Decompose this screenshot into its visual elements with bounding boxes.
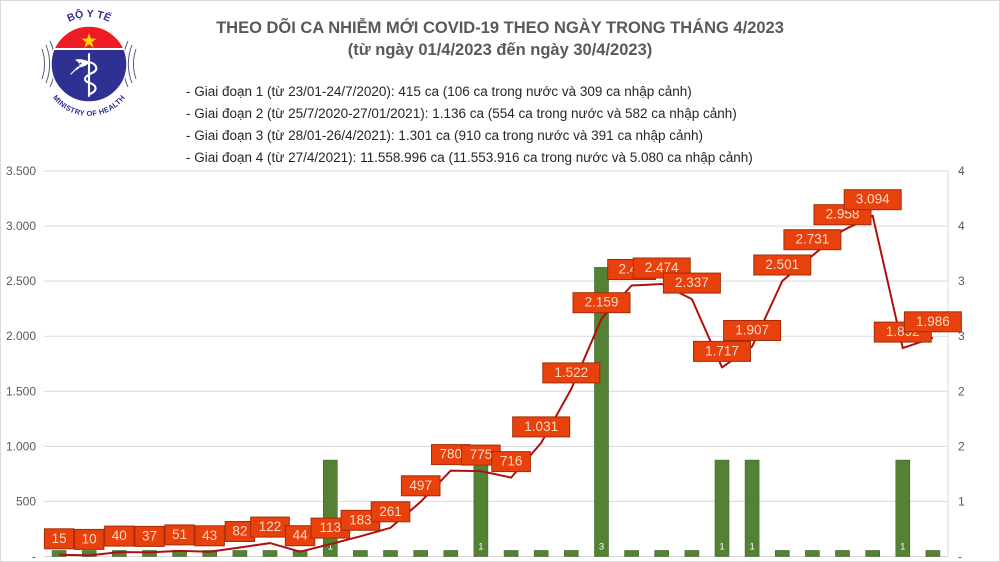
svg-text:1.031: 1.031: [524, 419, 558, 434]
svg-text:15: 15: [52, 531, 67, 546]
svg-text:-: -: [781, 542, 784, 553]
svg-text:1: 1: [900, 542, 905, 553]
svg-text:775: 775: [470, 447, 493, 462]
svg-text:2: 2: [958, 439, 965, 453]
svg-text:2.731: 2.731: [796, 232, 830, 247]
svg-text:2.501: 2.501: [765, 257, 799, 272]
svg-text:1.500: 1.500: [6, 384, 36, 398]
svg-text:1.907: 1.907: [735, 323, 769, 338]
svg-text:43: 43: [202, 528, 217, 543]
svg-text:2.500: 2.500: [6, 274, 36, 288]
svg-text:-: -: [931, 542, 934, 553]
svg-text:2: 2: [958, 384, 965, 398]
svg-text:-: -: [841, 542, 844, 553]
svg-text:113: 113: [320, 520, 342, 535]
svg-text:-: -: [570, 542, 573, 553]
svg-text:44: 44: [293, 528, 309, 543]
svg-text:-: -: [359, 542, 362, 553]
svg-text:1.986: 1.986: [916, 314, 950, 329]
svg-text:-: -: [630, 542, 633, 553]
svg-text:-: -: [811, 542, 814, 553]
svg-text:716: 716: [500, 454, 523, 469]
svg-text:3.500: 3.500: [6, 164, 36, 178]
svg-text:-: -: [510, 542, 513, 553]
svg-text:497: 497: [409, 478, 432, 493]
svg-text:3.094: 3.094: [856, 192, 890, 207]
svg-text:-: -: [958, 550, 962, 562]
svg-text:51: 51: [172, 527, 187, 542]
svg-text:3.000: 3.000: [6, 219, 36, 233]
svg-text:500: 500: [16, 494, 36, 508]
svg-text:3: 3: [599, 542, 604, 553]
svg-text:1.522: 1.522: [554, 365, 588, 380]
svg-text:4: 4: [958, 164, 965, 178]
svg-text:37: 37: [142, 528, 157, 543]
svg-text:1: 1: [749, 542, 754, 553]
svg-text:1.000: 1.000: [6, 439, 36, 453]
svg-text:3: 3: [958, 274, 965, 288]
svg-text:10: 10: [82, 531, 97, 546]
svg-text:1: 1: [478, 542, 483, 553]
svg-text:-: -: [690, 542, 693, 553]
svg-text:780: 780: [440, 447, 463, 462]
svg-text:-: -: [660, 542, 663, 553]
svg-text:-: -: [389, 542, 392, 553]
svg-text:1.717: 1.717: [705, 343, 739, 358]
svg-text:183: 183: [349, 512, 372, 527]
svg-text:2.159: 2.159: [585, 295, 619, 310]
svg-text:40: 40: [112, 528, 127, 543]
svg-text:2.000: 2.000: [6, 329, 36, 343]
svg-text:-: -: [871, 542, 874, 553]
svg-text:122: 122: [259, 519, 282, 534]
svg-text:2.337: 2.337: [675, 275, 709, 290]
svg-text:82: 82: [232, 524, 247, 539]
svg-text:1: 1: [958, 494, 965, 508]
svg-text:-: -: [32, 550, 36, 562]
svg-text:-: -: [540, 542, 543, 553]
svg-text:261: 261: [379, 504, 402, 519]
svg-text:1: 1: [719, 542, 724, 553]
svg-text:4: 4: [958, 219, 965, 233]
svg-text:-: -: [419, 542, 422, 553]
svg-text:-: -: [449, 542, 452, 553]
